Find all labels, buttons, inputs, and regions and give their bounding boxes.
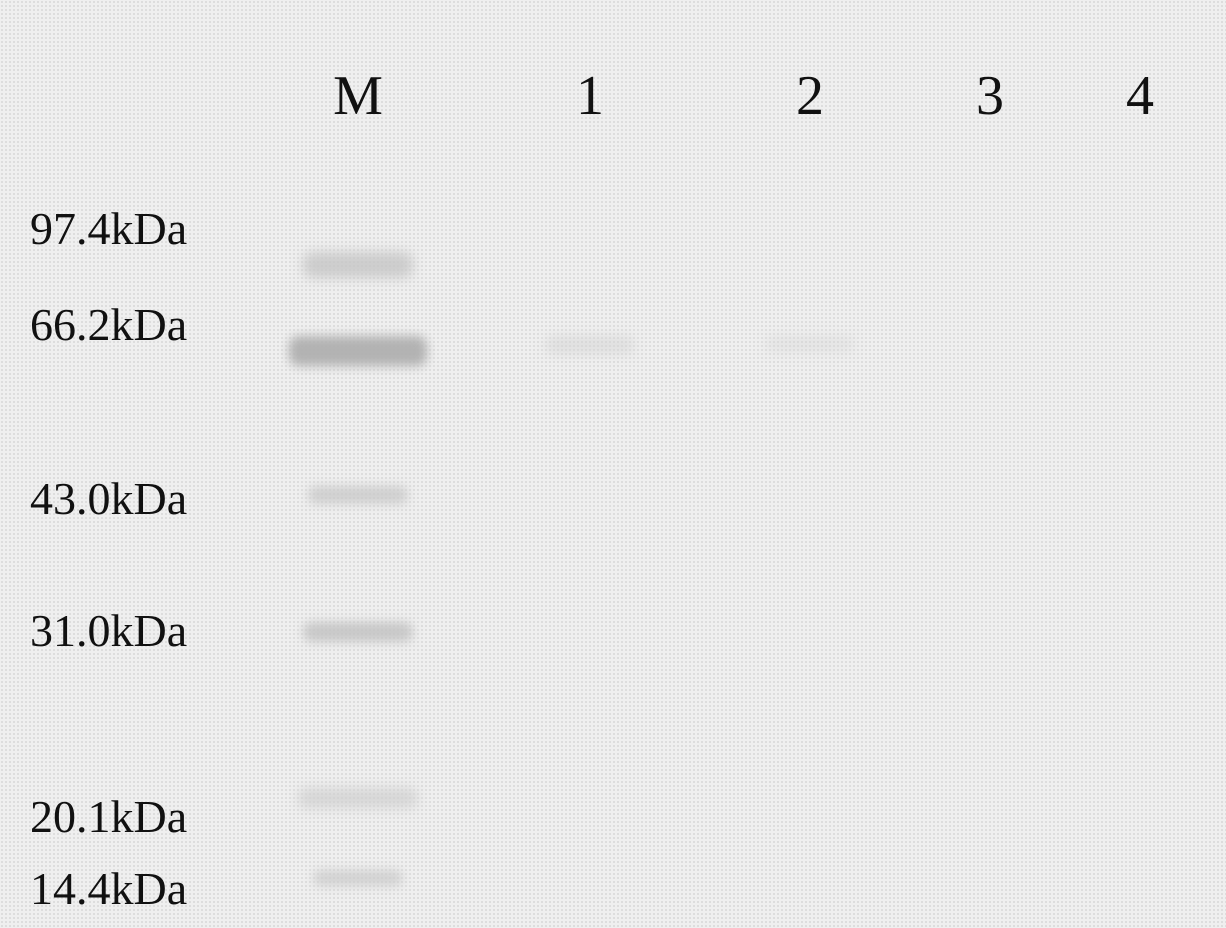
lane-label-1: 1	[576, 64, 604, 128]
mw-label: 20.1kDa	[30, 790, 187, 843]
mw-label: 43.0kDa	[30, 472, 187, 525]
mw-label: 14.4kDa	[30, 862, 187, 915]
mw-label: 97.4kDa	[30, 202, 187, 255]
lane-label-2: 2	[796, 64, 824, 128]
lane-label-M: M	[333, 64, 383, 128]
gel-band-lane-M	[298, 788, 418, 808]
mw-label: 31.0kDa	[30, 604, 187, 657]
lane-label-3: 3	[976, 64, 1004, 128]
gel-band-lane-2	[765, 336, 855, 352]
gel-band-lane-M	[303, 622, 413, 642]
gel-band-lane-1	[545, 336, 635, 354]
sds-page-gel: M 1 2 3 4 97.4kDa 66.2kDa 43.0kDa 31.0kDa 20.1kDa…	[0, 0, 1226, 928]
gel-band-lane-M	[308, 486, 408, 504]
gel-band-lane-M	[313, 870, 403, 886]
mw-label: 66.2kDa	[30, 298, 187, 351]
lane-label-4: 4	[1126, 64, 1154, 128]
gel-band-lane-M	[289, 336, 427, 366]
gel-band-lane-M	[303, 252, 413, 278]
gel-background	[0, 0, 1226, 928]
